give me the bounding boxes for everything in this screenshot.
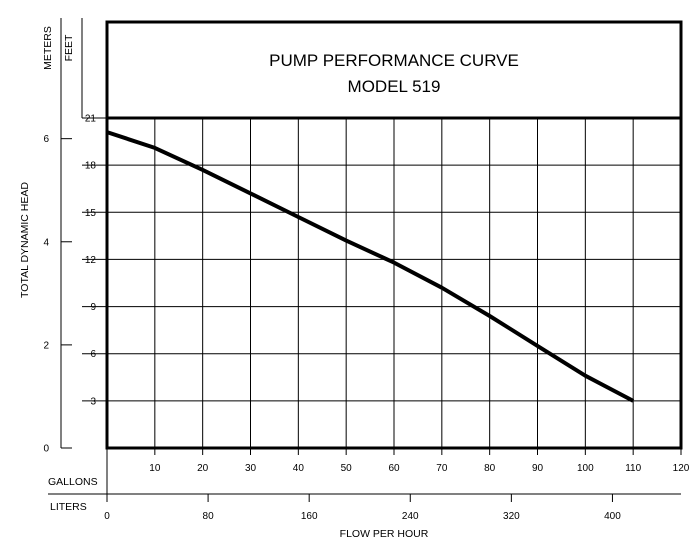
performance-curve-line (106, 130, 635, 403)
meters-unit-label: METERS (42, 26, 54, 70)
gallons-unit-label: GALLONS (48, 476, 98, 488)
y-feet-tick-label: 18 (85, 161, 97, 172)
y-meter-tick-label: 2 (43, 340, 49, 351)
x-liter-tick-label: 160 (301, 511, 318, 522)
x-axis-title: FLOW PER HOUR (340, 528, 429, 540)
chart-subtitle: MODEL 519 (348, 77, 441, 96)
y-feet-tick-label: 12 (85, 255, 97, 266)
x-liter-tick-label: 0 (104, 511, 110, 522)
y-feet-ticks: 3 6 9 12 15 18 21 (82, 114, 107, 407)
x-liter-tick-label: 240 (402, 511, 419, 522)
x-gallon-tick-label: 60 (388, 463, 400, 474)
grid (107, 118, 681, 448)
x-gallon-tick-label: 110 (625, 463, 641, 474)
liters-unit-label: LITERS (50, 501, 87, 513)
y-meter-tick-label: 0 (43, 444, 49, 455)
x-gallon-tick-label: 120 (673, 463, 690, 474)
y-meter-tick-label: 4 (43, 237, 49, 248)
x-liter-ticks: 0 80 160 240 320 400 (104, 494, 621, 522)
y-feet-tick-label: 6 (90, 349, 96, 360)
y-feet-tick-label: 9 (90, 302, 96, 313)
x-gallon-tick-label: 90 (532, 463, 544, 474)
y-axis-title: TOTAL DYNAMIC HEAD (19, 182, 31, 298)
y-feet-tick-label: 15 (85, 208, 97, 219)
chart-title: PUMP PERFORMANCE CURVE (269, 51, 519, 70)
y-feet-tick-label: 21 (85, 114, 97, 125)
x-gallon-tick-label: 50 (341, 463, 353, 474)
x-gallon-tick-label: 30 (245, 463, 257, 474)
x-liter-tick-label: 80 (203, 511, 215, 522)
y-meter-tick-label: 6 (43, 134, 49, 145)
x-liter-tick-label: 320 (503, 511, 520, 522)
title-box (105, 20, 683, 120)
x-gallon-tick-label: 80 (484, 463, 496, 474)
y-feet-tick-label: 3 (90, 396, 96, 407)
x-gallon-tick-label: 40 (293, 463, 305, 474)
x-gallon-tick-label: 100 (577, 463, 594, 474)
x-gallon-ticks: 10 20 30 40 50 60 70 80 90 100 110 120 (149, 448, 690, 474)
feet-unit-label: FEET (63, 34, 75, 61)
x-gallon-tick-label: 70 (436, 463, 448, 474)
curve-group (106, 130, 635, 403)
y-meter-ticks: 0 2 4 6 (43, 134, 72, 455)
x-gallon-tick-label: 10 (149, 463, 161, 474)
x-liter-tick-label: 400 (604, 511, 621, 522)
x-gallon-tick-label: 20 (197, 463, 209, 474)
